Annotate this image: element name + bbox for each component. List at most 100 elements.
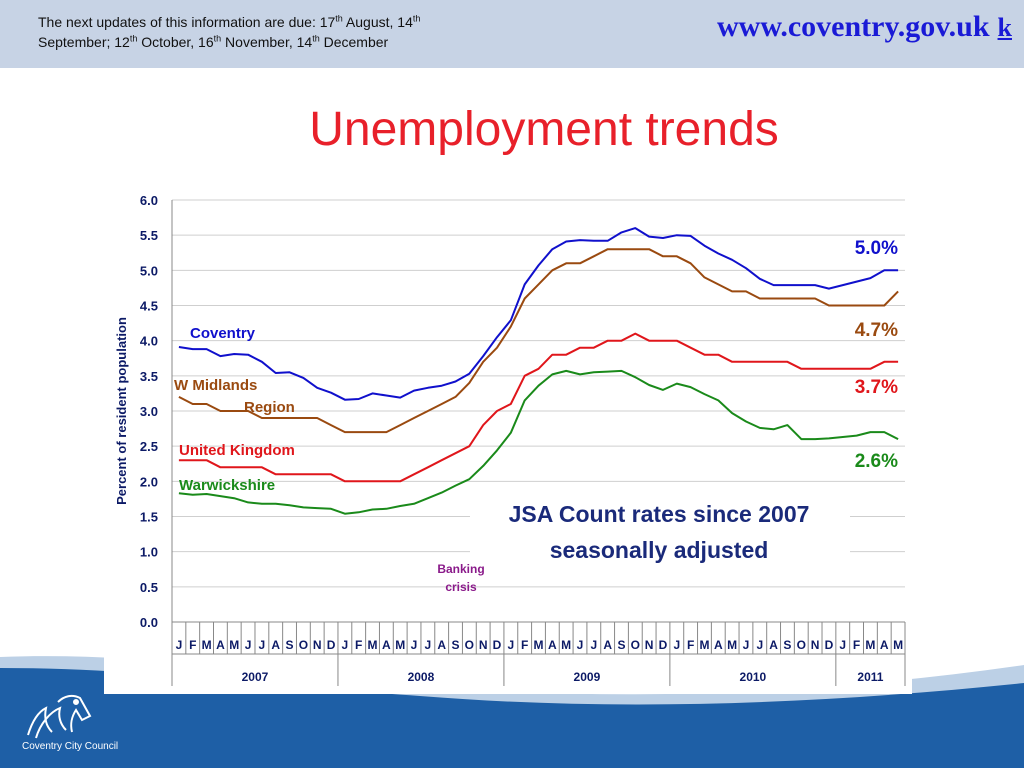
x-month-label: J [507, 638, 514, 652]
series-name-united-kingdom: United Kingdom [179, 442, 295, 459]
x-month-label: M [865, 638, 875, 652]
y-axis-label: Percent of resident population [114, 317, 129, 505]
jsa-note-line1: JSA Count rates since 2007 [509, 501, 810, 527]
page-title: Unemployment trends [309, 103, 779, 156]
x-month-label: S [617, 638, 625, 652]
x-month-label: J [425, 638, 432, 652]
x-month-label: F [189, 638, 196, 652]
x-month-label: M [561, 638, 571, 652]
jsa-note-box [470, 495, 850, 571]
y-tick-label: 5.0 [140, 263, 158, 278]
x-month-label: A [714, 638, 723, 652]
x-month-label: N [645, 638, 654, 652]
council-name: Coventry City Council [22, 741, 119, 752]
y-tick-label: 5.5 [140, 228, 158, 243]
x-month-label: A [271, 638, 280, 652]
x-month-label: M [699, 638, 709, 652]
y-tick-label: 0.5 [140, 580, 158, 595]
y-tick-label: 1.5 [140, 510, 158, 525]
series-name-w-midlands: W Midlands [174, 377, 257, 394]
y-tick-label: 1.0 [140, 545, 158, 560]
x-month-label: O [631, 638, 640, 652]
x-month-label: M [893, 638, 903, 652]
x-month-label: J [839, 638, 846, 652]
x-month-label: J [259, 638, 266, 652]
y-tick-label: 3.5 [140, 369, 158, 384]
y-tick-label: 0.0 [140, 615, 158, 630]
y-tick-label: 4.5 [140, 299, 158, 314]
x-month-label: A [216, 638, 225, 652]
header-bar: The next updates of this information are… [0, 0, 1024, 68]
x-month-label: J [577, 638, 584, 652]
x-month-label: A [880, 638, 889, 652]
x-month-label: D [825, 638, 834, 652]
x-month-label: N [313, 638, 322, 652]
x-month-label: F [853, 638, 860, 652]
series-line-w-midlands [178, 248, 899, 434]
series-name-coventry: Coventry [190, 325, 256, 342]
x-month-label: F [687, 638, 694, 652]
series-line-united-kingdom [178, 332, 899, 483]
x-month-label: F [521, 638, 528, 652]
x-month-label: D [327, 638, 336, 652]
x-year-label: 2009 [574, 670, 601, 684]
y-tick-label: 2.5 [140, 439, 158, 454]
x-month-label: J [245, 638, 252, 652]
series-line-coventry [178, 227, 899, 401]
x-month-label: J [411, 638, 418, 652]
x-month-label: J [743, 638, 750, 652]
series-end-value-w-midlands: 4.7% [855, 320, 898, 341]
x-month-label: D [659, 638, 668, 652]
x-month-label: M [202, 638, 212, 652]
banking-crisis-line1: Banking [437, 562, 484, 576]
y-tick-label: 6.0 [140, 193, 158, 208]
x-month-label: M [229, 638, 239, 652]
plot-area: 0.0 0.5 1.0 1.5 2.0 2.5 3.0 3.5 4.0 4.5 5.0 5.5 6.0 P… [114, 193, 906, 686]
series-line-warwickshire [178, 369, 899, 515]
x-month-label: A [548, 638, 557, 652]
series-end-value-warwickshire: 2.6% [855, 451, 898, 472]
x-month-label: S [783, 638, 791, 652]
y-tick-label: 4.0 [140, 334, 158, 349]
chart-white-panel [104, 620, 912, 694]
x-month-label: J [342, 638, 349, 652]
x-year-label: 2011 [857, 670, 883, 684]
x-month-label: A [382, 638, 391, 652]
site-k-link[interactable]: k [997, 13, 1012, 42]
series-end-value-united-kingdom: 3.7% [855, 377, 898, 398]
x-month-label: F [355, 638, 362, 652]
y-tick-label: 3.0 [140, 404, 158, 419]
series-end-value-coventry: 5.0% [855, 238, 898, 259]
x-month-label: S [286, 638, 294, 652]
x-month-label: M [534, 638, 544, 652]
site-url-text[interactable]: www.coventry.gov.uk [717, 10, 990, 43]
x-month-label: A [437, 638, 446, 652]
series-name-warwickshire: Warwickshire [179, 477, 275, 494]
council-logo-icon [27, 694, 92, 739]
banking-crisis-line2: crisis [445, 580, 477, 594]
x-month-label: O [465, 638, 474, 652]
x-month-label: O [299, 638, 308, 652]
x-month-label: J [176, 638, 183, 652]
x-month-label: S [452, 638, 460, 652]
x-month-label: M [395, 638, 405, 652]
series-name-w-midlands-line2: Region [244, 399, 295, 416]
x-month-label: J [590, 638, 597, 652]
x-year-label: 2008 [408, 670, 435, 684]
update-notice: The next updates of this information are… [38, 13, 421, 50]
x-month-label: J [673, 638, 680, 652]
x-month-label: J [756, 638, 763, 652]
x-month-label: A [769, 638, 778, 652]
x-month-label: D [493, 638, 502, 652]
bottom-band [0, 620, 1024, 768]
y-tick-label: 2.0 [140, 474, 158, 489]
jsa-note-line2: seasonally adjusted [550, 537, 769, 563]
x-month-label: N [811, 638, 820, 652]
x-month-label: M [727, 638, 737, 652]
x-month-label: M [368, 638, 378, 652]
site-url-link[interactable]: www.coventry.gov.uk k [717, 10, 1012, 44]
x-month-label: A [603, 638, 612, 652]
x-month-label: O [797, 638, 806, 652]
x-month-label: N [479, 638, 488, 652]
x-year-label: 2010 [740, 670, 767, 684]
